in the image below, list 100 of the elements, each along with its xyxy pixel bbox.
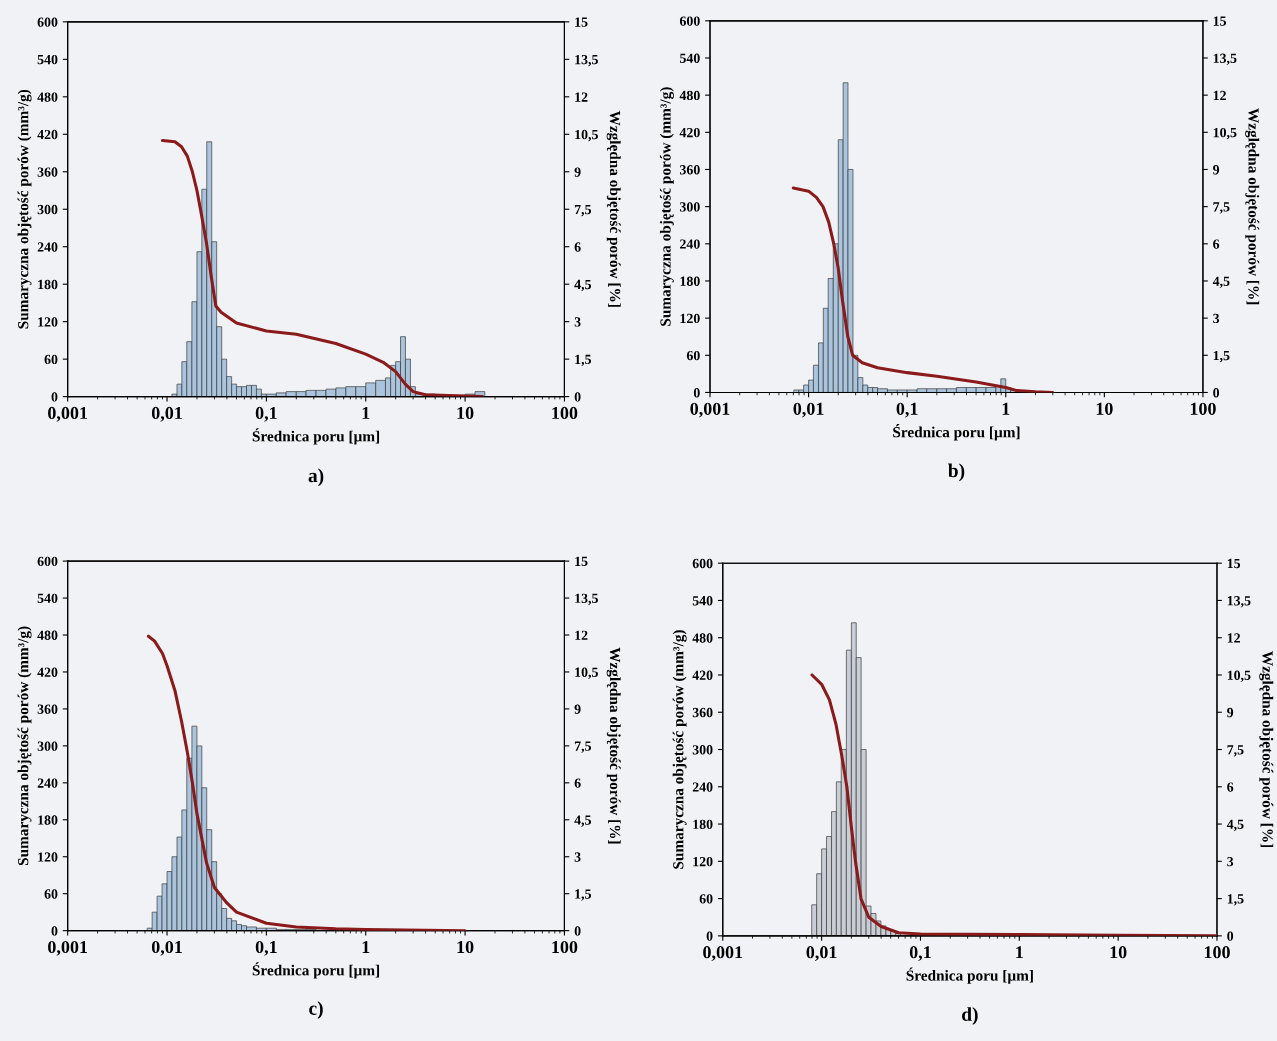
y2-tick-label: 12 bbox=[575, 630, 588, 640]
y-tick-label: 420 bbox=[679, 127, 700, 138]
y-tick-label: 120 bbox=[38, 317, 58, 327]
x-axis-title: Średnica poru [µm] bbox=[906, 967, 1033, 984]
y-tick-label: 180 bbox=[693, 819, 713, 830]
y-tick-label: 60 bbox=[686, 350, 700, 361]
y2-tick-label: 10,5 bbox=[1213, 127, 1237, 140]
y2-tick-label: 9 bbox=[1213, 165, 1220, 175]
y-tick-label: 300 bbox=[37, 741, 58, 751]
y2-axis-title: Względna objętość porów [%] bbox=[606, 647, 621, 844]
y2-tick-label: 13,5 bbox=[575, 54, 598, 67]
y-axis-title: Sumaryczna objętość porów (mm³/g) bbox=[17, 89, 32, 329]
y-tick-label: 180 bbox=[38, 279, 58, 290]
y2-tick-label: 6 bbox=[574, 778, 581, 788]
y-tick-label: 240 bbox=[37, 242, 58, 252]
y2-tick-label: 13,5 bbox=[575, 593, 598, 606]
y-tick-label: 240 bbox=[37, 778, 58, 788]
y-tick-label: 180 bbox=[38, 815, 58, 825]
x-tick-label: 1 bbox=[1002, 402, 1010, 415]
y2-tick-label: 12 bbox=[1213, 90, 1226, 100]
y2-tick-label: 15 bbox=[1227, 558, 1241, 569]
y2-tick-label: 15 bbox=[1213, 16, 1227, 26]
y-tick-label: 600 bbox=[679, 16, 700, 26]
x-tick-label: 0,01 bbox=[793, 402, 824, 418]
y-tick-label: 300 bbox=[37, 204, 58, 215]
y-tick-label: 60 bbox=[44, 354, 58, 365]
y-tick-label: 120 bbox=[693, 856, 713, 867]
y2-tick-label: 12 bbox=[1227, 633, 1240, 643]
y-tick-label: 180 bbox=[680, 276, 700, 286]
y-tick-label: 540 bbox=[37, 54, 58, 65]
y-tick-label: 0 bbox=[693, 388, 700, 398]
x-tick-label: 1 bbox=[362, 940, 370, 953]
x-tick-label: 0,1 bbox=[255, 940, 277, 956]
x-tick-label: 0,001 bbox=[48, 406, 88, 422]
y2-tick-label: 13,5 bbox=[1213, 53, 1237, 65]
y2-axis-title: Względna objętość porów [%] bbox=[1245, 108, 1260, 305]
y-tick-label: 240 bbox=[692, 782, 713, 792]
y2-tick-label: 3 bbox=[574, 317, 581, 327]
y2-tick-label: 10,5 bbox=[1227, 670, 1251, 682]
text: b) bbox=[948, 463, 965, 482]
y2-tick-label: 1,5 bbox=[575, 354, 592, 367]
x-tick-label: 0,01 bbox=[151, 406, 182, 422]
x-tick-label: 0,001 bbox=[48, 940, 88, 956]
y2-tick-label: 1,5 bbox=[1213, 350, 1230, 363]
y-tick-label: 600 bbox=[37, 556, 58, 567]
y-tick-label: 360 bbox=[679, 165, 700, 175]
y-tick-label: 420 bbox=[37, 667, 58, 677]
y2-tick-label: 4,5 bbox=[1226, 819, 1244, 832]
y-tick-label: 360 bbox=[37, 704, 58, 714]
x-tick-label: 0,001 bbox=[703, 946, 743, 961]
y2-tick-label: 1,5 bbox=[1227, 894, 1244, 906]
x-tick-label: 0,1 bbox=[896, 402, 918, 418]
y2-tick-label: 15 bbox=[575, 17, 588, 27]
y-tick-label: 0 bbox=[706, 931, 713, 941]
text: a) bbox=[308, 468, 324, 487]
y2-tick-label: 6 bbox=[1227, 782, 1234, 792]
y2-tick-label: 7,5 bbox=[574, 204, 592, 217]
y2-tick-label: 0 bbox=[1213, 388, 1220, 398]
x-tick-label: 0,1 bbox=[909, 946, 931, 961]
y-tick-label: 360 bbox=[37, 167, 58, 177]
x-tick-label: 10 bbox=[457, 406, 474, 420]
y2-tick-label: 7,5 bbox=[1227, 745, 1244, 757]
y-tick-label: 540 bbox=[680, 53, 700, 63]
y2-tick-label: 4,5 bbox=[574, 279, 592, 292]
x-tick-label: 1 bbox=[362, 406, 370, 419]
y-tick-label: 300 bbox=[679, 202, 700, 212]
y2-tick-label: 6 bbox=[1213, 239, 1220, 249]
y2-tick-label: 0 bbox=[574, 926, 581, 936]
y2-tick-label: 12 bbox=[575, 92, 588, 102]
y-tick-label: 60 bbox=[699, 894, 713, 904]
y2-tick-label: 3 bbox=[574, 852, 581, 862]
y2-tick-label: 0 bbox=[1227, 931, 1234, 941]
y2-axis-title: Względna objętość porów [%] bbox=[606, 110, 621, 307]
y-tick-label: 240 bbox=[680, 239, 700, 249]
y-tick-label: 0 bbox=[51, 926, 58, 936]
y2-tick-label: 7,5 bbox=[1213, 202, 1230, 214]
y2-tick-label: 4,5 bbox=[1212, 276, 1230, 288]
x-tick-label: 10 bbox=[1096, 402, 1113, 415]
y-tick-label: 480 bbox=[679, 90, 700, 101]
y-tick-label: 360 bbox=[692, 707, 713, 718]
y2-tick-label: 13,5 bbox=[1227, 596, 1251, 608]
y-tick-label: 0 bbox=[51, 392, 58, 402]
y-tick-label: 300 bbox=[692, 745, 713, 755]
y-tick-label: 420 bbox=[692, 670, 713, 680]
y-axis-title: Sumaryczna objętość porów (mm³/g) bbox=[672, 630, 687, 869]
x-tick-label: 100 bbox=[552, 940, 578, 954]
y-axis-title: Sumaryczna objętość porów (mm³/g) bbox=[659, 87, 674, 326]
y2-tick-label: 0 bbox=[574, 392, 581, 402]
x-tick-label: 10 bbox=[457, 940, 474, 954]
y2-tick-label: 4,5 bbox=[574, 815, 592, 827]
x-axis-title: Średnica poru [µm] bbox=[252, 962, 380, 979]
x-tick-label: 0,01 bbox=[151, 940, 182, 956]
y-tick-label: 540 bbox=[692, 596, 713, 606]
y-tick-label: 480 bbox=[692, 633, 713, 643]
x-tick-label: 100 bbox=[552, 406, 578, 420]
y-tick-label: 120 bbox=[680, 313, 700, 324]
x-tick-label: 100 bbox=[1204, 946, 1230, 959]
y2-tick-label: 10,5 bbox=[575, 129, 598, 142]
y-tick-label: 420 bbox=[37, 129, 58, 140]
y2-tick-label: 9 bbox=[1227, 707, 1234, 718]
